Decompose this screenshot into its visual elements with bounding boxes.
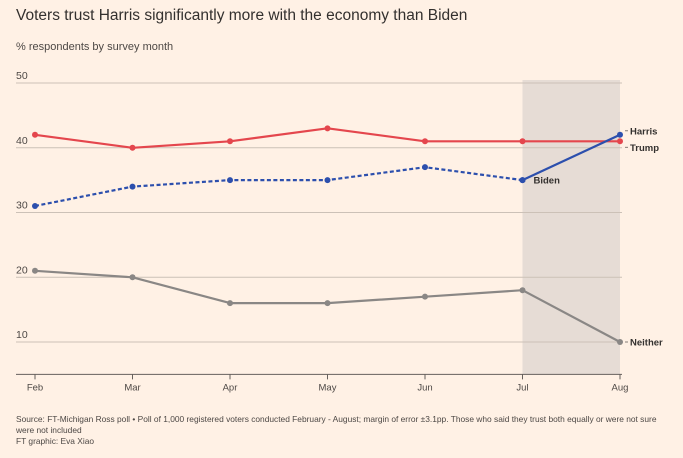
harris-point-aug [617,131,623,138]
x-tick-label-mar: Mar [124,382,140,393]
neither-point-apr [227,300,233,307]
neither-point-may [324,300,331,307]
chart-title: Voters trust Harris significantly more w… [16,7,468,24]
chart-footer: Source: FT-Michigan Ross poll • Poll of … [16,414,671,447]
neither-point-feb [32,267,38,274]
y-tick-label-10: 10 [16,329,28,341]
biden-point-apr [227,177,233,184]
y-tick-label-20: 20 [16,264,28,276]
trump-point-jun [422,138,428,145]
trump-point-mar [129,144,136,151]
series-points [32,125,623,345]
neither-point-jun [422,293,428,300]
trump-point-feb [32,131,38,138]
y-tick-label-50: 50 [16,70,28,82]
x-tick-label-feb: Feb [27,382,43,393]
chart-subtitle: % respondents by survey month [16,41,174,53]
y-tick-label-30: 30 [16,200,28,212]
harris-end-label: Harris [630,126,657,137]
x-axis-ticks: Feb Mar Apr May Jun Jul Aug [16,373,629,393]
trump-point-apr [227,138,233,145]
harris-point-jul [519,177,526,184]
y-tick-label-40: 40 [16,135,28,147]
highlight-band [522,80,620,375]
x-tick-label-aug: Aug [612,382,629,393]
trump-point-jul [519,138,526,145]
biden-point-jun [422,164,428,171]
x-tick-label-jun: Jun [417,382,432,393]
credit-note: FT graphic: Eva Xiao [16,436,95,446]
source-note: Source: FT-Michigan Ross poll • Poll of … [16,414,657,435]
series-labels: Neither Trump Biden Harris [534,126,664,348]
trump-point-may [324,125,331,132]
x-tick-label-apr: Apr [223,382,238,393]
biden-line [34,166,523,208]
neither-point-aug [617,339,623,345]
x-tick-label-may: May [319,382,337,393]
y-axis-ticks: 10 20 30 40 50 [16,70,28,341]
harris-line [522,133,621,182]
biden-point-mar [129,183,136,190]
trump-end-label: Trump [630,143,659,154]
trump-point-aug [617,138,623,145]
neither-point-mar [129,274,136,281]
neither-end-label: Neither [630,338,663,349]
line-chart: 10 20 30 40 50 Feb Mar Apr May Jun Jul Aug Neither… [16,70,664,393]
biden-point-may [324,177,331,184]
x-tick-label-jul: Jul [516,382,528,393]
biden-point-feb [32,203,38,210]
neither-point-jul [519,287,526,294]
biden-end-label: Biden [534,176,561,187]
